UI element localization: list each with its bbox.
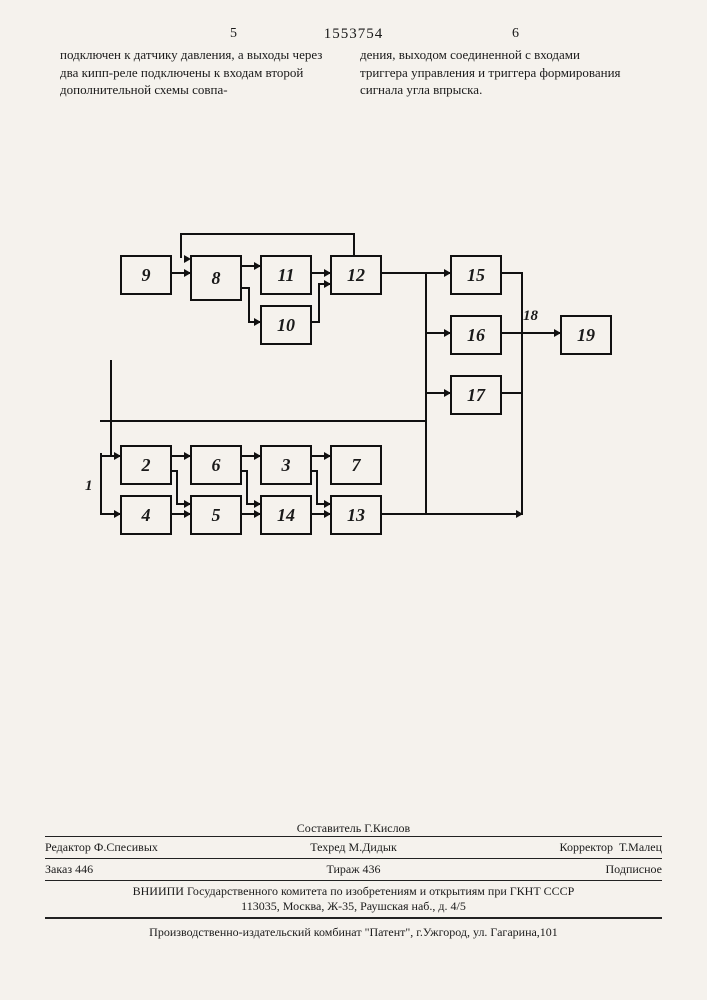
- diagram-node-17: 17: [450, 375, 502, 415]
- diagram-node-10: 10: [260, 305, 312, 345]
- publisher-org: ВНИИПИ Государственного комитета по изоб…: [45, 880, 662, 918]
- document-number: 1553754: [324, 26, 384, 43]
- order-number: Заказ 446: [45, 862, 251, 877]
- diagram-node-19: 19: [560, 315, 612, 355]
- diagram-node-4: 4: [120, 495, 172, 535]
- block-diagram: 1 18 23456789101112131415161719: [55, 220, 615, 550]
- diagram-node-2: 2: [120, 445, 172, 485]
- diagram-node-7: 7: [330, 445, 382, 485]
- diagram-node-11: 11: [260, 255, 312, 295]
- page-number-left: 5: [230, 26, 237, 42]
- subscription: Подписное: [456, 862, 662, 877]
- diagram-node-3: 3: [260, 445, 312, 485]
- editor-credit: Редактор Ф.Спесивых: [45, 840, 251, 855]
- diagram-node-12: 12: [330, 255, 382, 295]
- page: 5 1553754 6 подключен к датчику давления…: [0, 0, 707, 1000]
- credits-row: Редактор Ф.Спесивых Техред М.Дидык Корре…: [45, 836, 662, 858]
- diagram-node-9: 9: [120, 255, 172, 295]
- techred-credit: Техред М.Дидык: [251, 840, 457, 855]
- body-text-left-column: подключен к датчику давления, а выходы ч…: [60, 46, 330, 99]
- corrector-credit: Корректор Т.Малец: [456, 840, 662, 855]
- footer-block: Составитель Г.Кислов Редактор Ф.Спесивых…: [45, 818, 662, 940]
- diagram-node-14: 14: [260, 495, 312, 535]
- compiler-credit: Составитель Г.Кислов: [45, 818, 662, 836]
- diagram-node-15: 15: [450, 255, 502, 295]
- order-row: Заказ 446 Тираж 436 Подписное: [45, 858, 662, 880]
- page-number-right: 6: [512, 26, 519, 42]
- tirazh: Тираж 436: [251, 862, 457, 877]
- body-text-right-column: дения, выходом соединенной с входами три…: [360, 46, 630, 99]
- diagram-node-8: 8: [190, 255, 242, 301]
- diagram-label-18: 18: [523, 308, 538, 325]
- diagram-node-6: 6: [190, 445, 242, 485]
- diagram-node-5: 5: [190, 495, 242, 535]
- printing-plant: Производственно-издательский комбинат "П…: [45, 919, 662, 940]
- diagram-node-1-label: 1: [85, 478, 93, 495]
- diagram-node-13: 13: [330, 495, 382, 535]
- diagram-node-16: 16: [450, 315, 502, 355]
